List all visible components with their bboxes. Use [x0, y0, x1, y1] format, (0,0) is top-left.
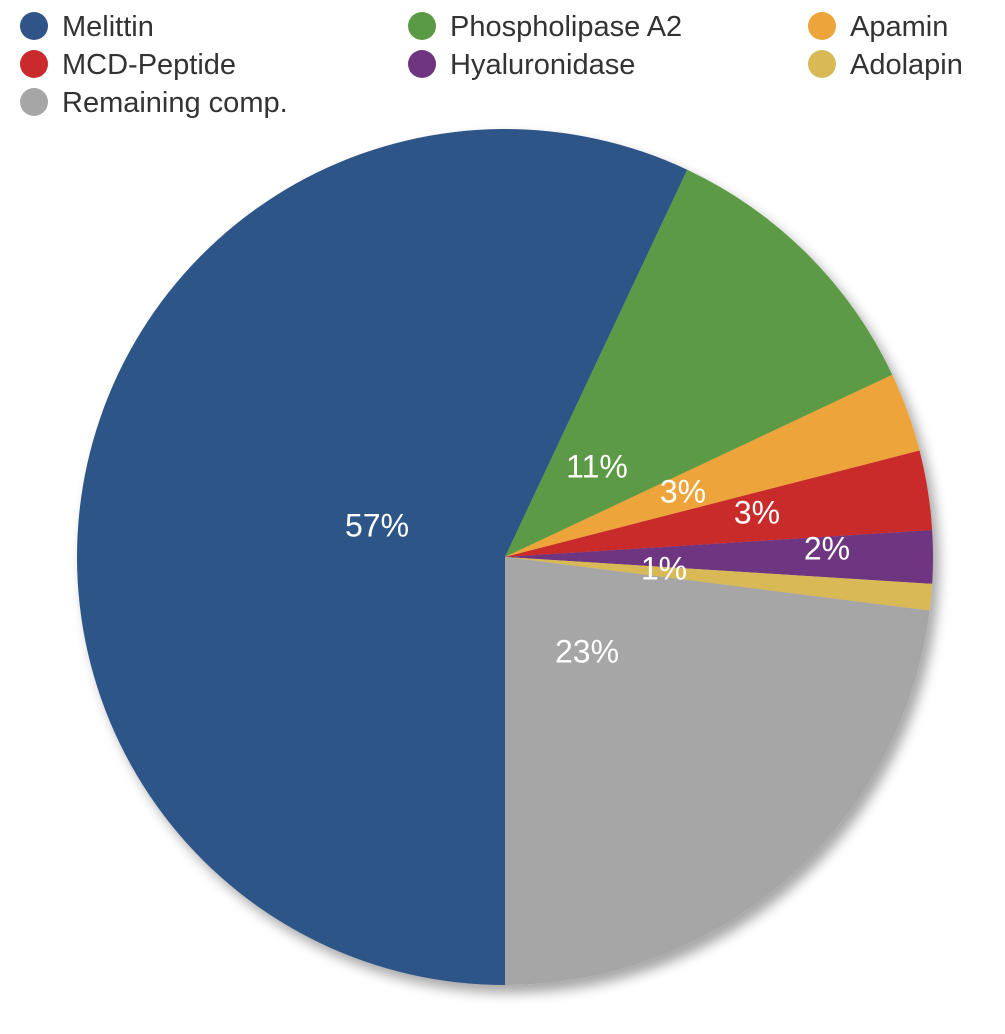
legend-label-hyaluronidase: Hyaluronidase — [450, 49, 635, 81]
legend-label-mcd-peptide: MCD-Peptide — [62, 49, 236, 81]
slice-hyaluronidase — [505, 530, 934, 584]
data-label-apamin: 3% — [660, 473, 706, 509]
legend-item-phospholipase-a2: Phospholipase A2 — [408, 11, 682, 43]
legend-swatch-mcd-peptide — [20, 50, 48, 78]
legend-swatch-apamin — [808, 12, 836, 40]
legend-item-mcd-peptide: MCD-Peptide — [20, 49, 236, 81]
legend-swatch-remaining-comp — [20, 88, 48, 116]
legend-item-adolapin: Adolapin — [808, 49, 963, 81]
pie-slices — [77, 128, 934, 986]
legend-label-remaining-comp: Remaining comp. — [62, 87, 288, 119]
slice-phospholipase-a2 — [505, 169, 893, 558]
legend-swatch-hyaluronidase — [408, 50, 436, 78]
data-label-melittin: 57% — [345, 507, 409, 543]
legend-swatch-adolapin — [808, 50, 836, 78]
legend-label-phospholipase-a2: Phospholipase A2 — [450, 11, 682, 43]
slice-remaining-comp — [505, 557, 930, 985]
data-label-adolapin: 1% — [641, 550, 687, 586]
slice-adolapin — [505, 557, 933, 611]
slice-mcd-peptide — [505, 450, 933, 557]
legend-item-melittin: Melittin — [20, 11, 154, 43]
slice-melittin — [77, 128, 688, 986]
legend-label-apamin: Apamin — [850, 11, 948, 43]
data-label-hyaluronidase: 2% — [804, 530, 850, 566]
legend-item-hyaluronidase: Hyaluronidase — [408, 49, 635, 81]
legend-label-adolapin: Adolapin — [850, 49, 963, 81]
legend: Melittin Phospholipase A2 Apamin MCD-Peptid… — [20, 11, 963, 119]
data-label-remaining-comp: 23% — [555, 633, 619, 669]
legend-item-remaining-comp: Remaining comp. — [20, 87, 288, 119]
legend-label-melittin: Melittin — [62, 11, 154, 43]
data-label-phospholipase-a2: 11% — [566, 448, 628, 484]
legend-swatch-melittin — [20, 12, 48, 40]
legend-item-apamin: Apamin — [808, 11, 948, 43]
slice-labels: 57% 11% 3% 3% 2% 1% 23% — [345, 448, 850, 669]
slice-apamin — [505, 374, 920, 557]
data-label-mcd-peptide: 3% — [734, 494, 780, 530]
legend-swatch-phospholipase-a2 — [408, 12, 436, 40]
